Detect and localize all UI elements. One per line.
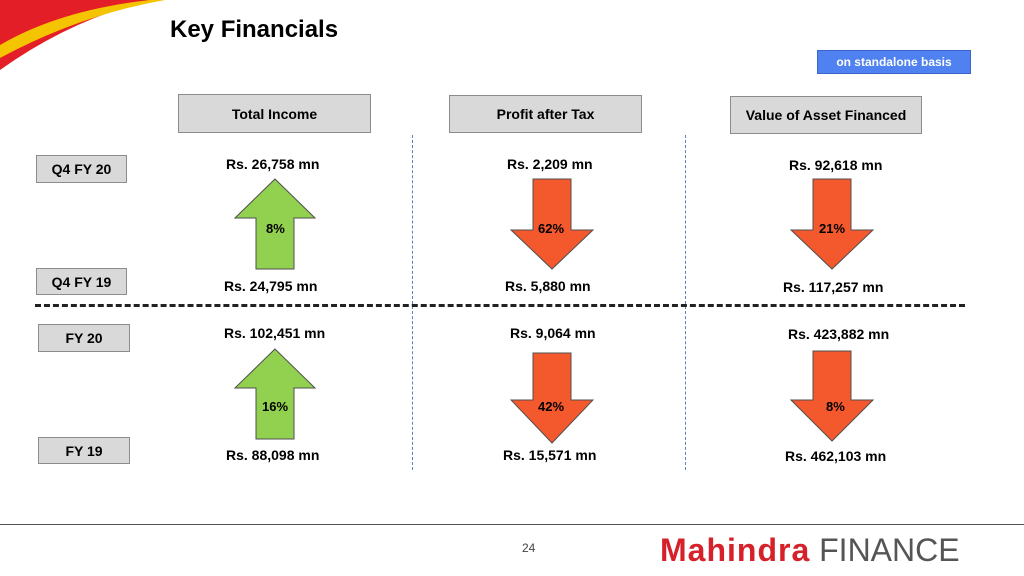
- q-total-income-previous: Rs. 24,795 mn: [224, 278, 318, 294]
- a-pat-previous: Rs. 15,571 mn: [503, 447, 597, 463]
- up-arrow-icon: [234, 178, 316, 270]
- q-asset-previous: Rs. 117,257 mn: [783, 279, 884, 295]
- mahindra-finance-logo: Mahindra FINANCE: [660, 530, 960, 570]
- corner-swoosh: [0, 0, 165, 70]
- a-asset-previous: Rs. 462,103 mn: [785, 448, 887, 464]
- column-separator: [685, 135, 686, 470]
- q-pat-change: 62%: [538, 221, 565, 236]
- q-asset-current: Rs. 92,618 mn: [789, 157, 883, 173]
- down-arrow-icon: [790, 350, 874, 442]
- a-asset-change: 8%: [826, 399, 845, 414]
- footer-divider: [0, 524, 1024, 525]
- a-pat-change: 42%: [538, 399, 565, 414]
- up-arrow-icon: [234, 348, 316, 440]
- down-arrow-icon: [510, 352, 594, 444]
- down-arrow-icon: [510, 178, 594, 270]
- period-label-q4fy20: Q4 FY 20: [36, 155, 127, 183]
- page-number: 24: [522, 541, 536, 555]
- q-asset-change: 21%: [819, 221, 846, 236]
- logo-brand-text: Mahindra: [660, 532, 811, 568]
- a-asset-current: Rs. 423,882 mn: [788, 326, 890, 342]
- page-title: Key Financials: [170, 16, 339, 43]
- down-arrow-icon: [790, 178, 874, 270]
- column-separator: [412, 135, 413, 470]
- period-label-fy19: FY 19: [38, 437, 130, 464]
- q-total-income-current: Rs. 26,758 mn: [226, 156, 320, 172]
- column-header-value-of-asset-financed: Value of Asset Financed: [730, 96, 922, 134]
- standalone-basis-badge: on standalone basis: [817, 50, 971, 74]
- a-total-income-current: Rs. 102,451 mn: [224, 325, 326, 341]
- q-pat-previous: Rs. 5,880 mn: [505, 278, 591, 294]
- section-separator: [35, 304, 965, 307]
- logo-finance-text: FINANCE: [819, 532, 960, 568]
- column-header-total-income: Total Income: [178, 94, 371, 133]
- q-pat-current: Rs. 2,209 mn: [507, 156, 593, 172]
- q-total-income-change: 8%: [266, 221, 285, 236]
- period-label-q4fy19: Q4 FY 19: [36, 268, 127, 295]
- a-total-income-previous: Rs. 88,098 mn: [226, 447, 320, 463]
- period-label-fy20: FY 20: [38, 324, 130, 352]
- column-header-profit-after-tax: Profit after Tax: [449, 95, 642, 133]
- a-pat-current: Rs. 9,064 mn: [510, 325, 596, 341]
- a-total-income-change: 16%: [262, 399, 289, 414]
